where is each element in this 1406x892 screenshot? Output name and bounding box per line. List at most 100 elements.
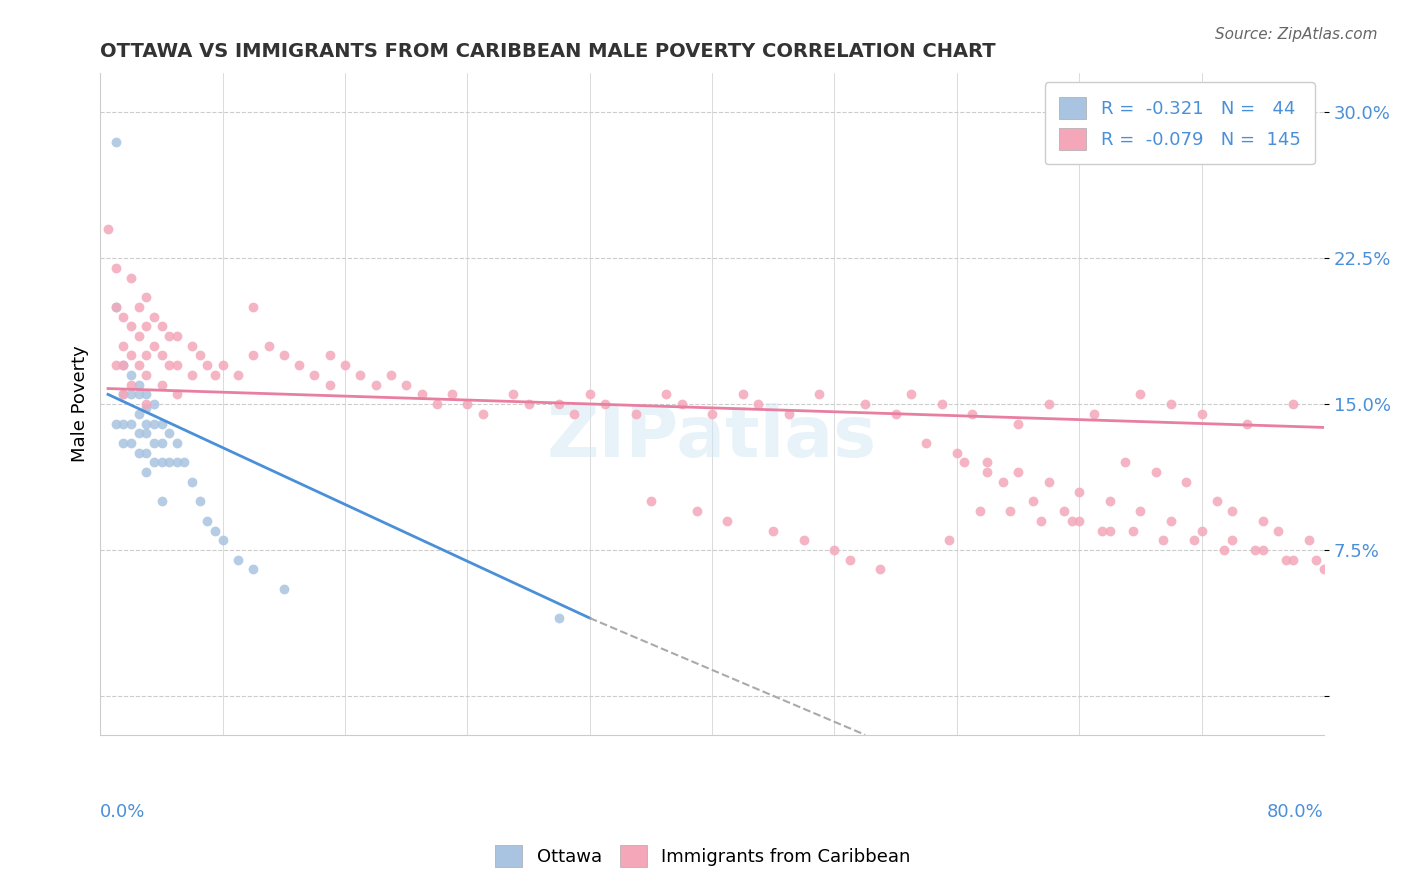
Point: [548, 611, 571, 625]
Point: [1000, 504, 1022, 518]
Point: [1160, 397, 1182, 411]
Point: [1191, 524, 1213, 538]
Text: Source: ZipAtlas.com: Source: ZipAtlas.com: [1215, 27, 1378, 42]
Point: [166, 455, 188, 469]
Point: [976, 455, 998, 469]
Point: [502, 387, 524, 401]
Point: [938, 533, 960, 548]
Point: [548, 397, 571, 411]
Point: [319, 377, 342, 392]
Point: [364, 377, 387, 392]
Point: [173, 455, 195, 469]
Point: [150, 455, 173, 469]
Point: [1274, 552, 1296, 566]
Point: [135, 319, 157, 334]
Point: [1122, 524, 1144, 538]
Point: [1220, 533, 1243, 548]
Point: [1305, 552, 1327, 566]
Point: [349, 368, 371, 382]
Point: [112, 417, 135, 431]
Point: [1267, 524, 1289, 538]
Point: [142, 436, 165, 450]
Point: [166, 387, 188, 401]
Point: [128, 426, 150, 441]
Point: [188, 349, 211, 363]
Point: [204, 524, 226, 538]
Point: [915, 436, 938, 450]
Point: [1298, 533, 1320, 548]
Point: [1213, 543, 1236, 558]
Point: [135, 397, 157, 411]
Point: [181, 339, 204, 353]
Point: [869, 562, 891, 576]
Point: [1083, 407, 1105, 421]
Point: [128, 358, 150, 372]
Text: ZIPatlas: ZIPatlas: [547, 402, 877, 472]
Point: [747, 397, 769, 411]
Point: [824, 543, 846, 558]
Point: [838, 552, 860, 566]
Point: [128, 300, 150, 314]
Text: 80.0%: 80.0%: [1267, 803, 1324, 821]
Point: [120, 349, 142, 363]
Point: [142, 455, 165, 469]
Point: [624, 407, 647, 421]
Point: [426, 397, 449, 411]
Point: [157, 426, 180, 441]
Point: [128, 377, 150, 392]
Legend: R =  -0.321   N =   44, R =  -0.079   N =  145: R = -0.321 N = 44, R = -0.079 N = 145: [1045, 82, 1315, 164]
Point: [686, 504, 709, 518]
Point: [104, 358, 127, 372]
Point: [1251, 514, 1274, 528]
Point: [1282, 397, 1305, 411]
Point: [1144, 465, 1167, 479]
Point: [1129, 387, 1152, 401]
Point: [1007, 465, 1029, 479]
Point: [112, 387, 135, 401]
Y-axis label: Male Poverty: Male Poverty: [72, 346, 89, 462]
Point: [1069, 484, 1091, 499]
Point: [1098, 524, 1121, 538]
Point: [112, 358, 135, 372]
Point: [128, 446, 150, 460]
Point: [655, 387, 678, 401]
Point: [157, 358, 180, 372]
Point: [1343, 572, 1365, 586]
Point: [150, 377, 173, 392]
Point: [150, 319, 173, 334]
Point: [142, 417, 165, 431]
Point: [1175, 475, 1198, 489]
Point: [564, 407, 586, 421]
Point: [135, 368, 157, 382]
Point: [211, 358, 233, 372]
Point: [1098, 494, 1121, 508]
Point: [853, 397, 876, 411]
Legend: Ottawa, Immigrants from Caribbean: Ottawa, Immigrants from Caribbean: [488, 838, 918, 874]
Point: [135, 446, 157, 460]
Point: [120, 270, 142, 285]
Point: [1114, 455, 1136, 469]
Point: [1038, 397, 1060, 411]
Point: [150, 436, 173, 450]
Point: [1191, 407, 1213, 421]
Point: [197, 358, 219, 372]
Point: [97, 222, 120, 236]
Point: [1160, 514, 1182, 528]
Point: [441, 387, 464, 401]
Point: [1236, 417, 1258, 431]
Point: [188, 494, 211, 508]
Point: [1129, 504, 1152, 518]
Text: 0.0%: 0.0%: [100, 803, 146, 821]
Point: [150, 349, 173, 363]
Point: [716, 514, 738, 528]
Point: [104, 260, 127, 275]
Point: [319, 349, 342, 363]
Point: [142, 310, 165, 324]
Point: [135, 349, 157, 363]
Point: [593, 397, 616, 411]
Point: [166, 436, 188, 450]
Point: [991, 475, 1014, 489]
Point: [778, 407, 800, 421]
Point: [395, 377, 418, 392]
Point: [112, 310, 135, 324]
